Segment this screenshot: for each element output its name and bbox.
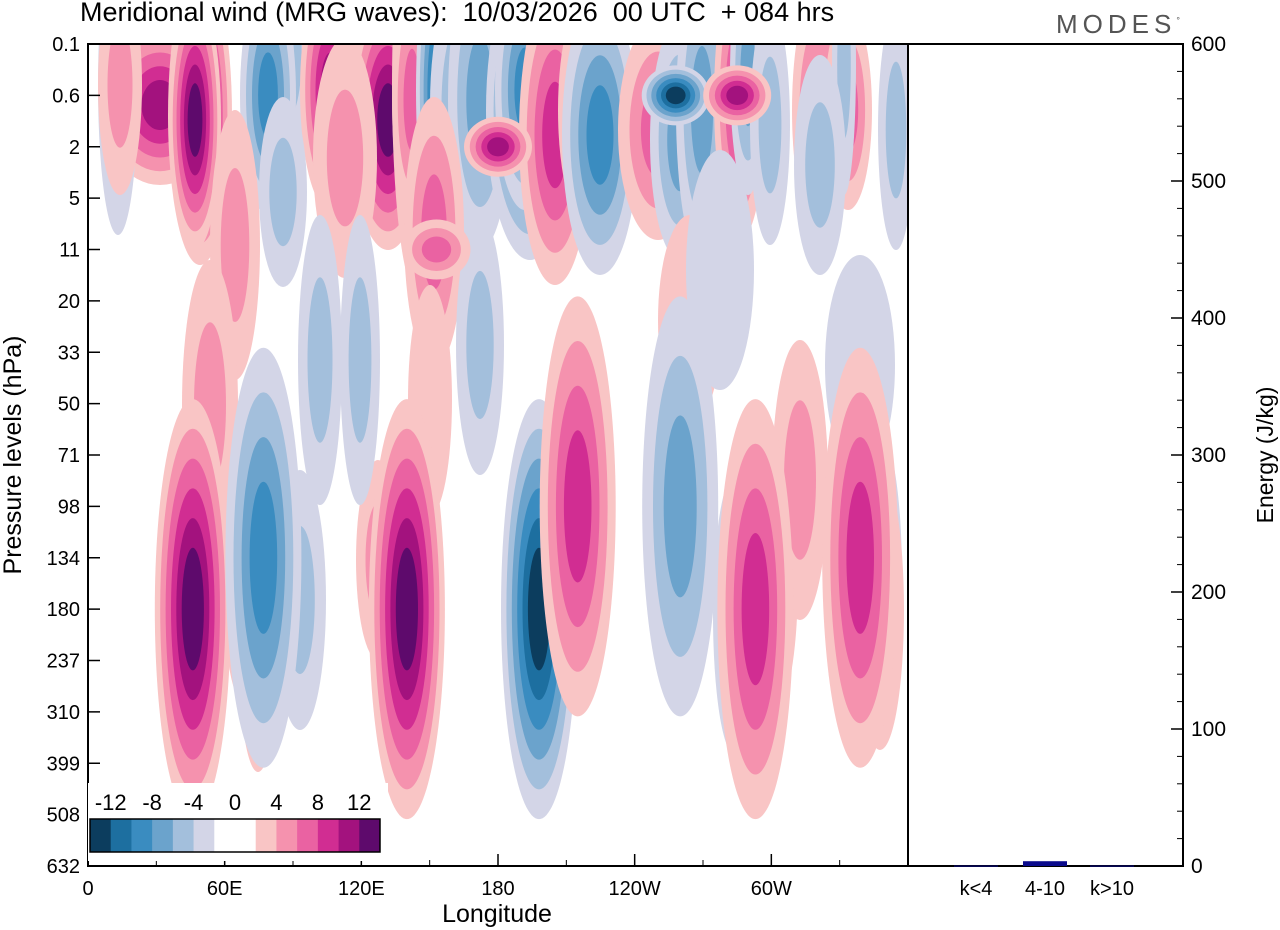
y-tick-label: 2 [69, 137, 80, 159]
wind-extremum [741, 533, 770, 686]
colorbar-swatch [338, 819, 360, 852]
y-tick-label: 33 [58, 342, 80, 364]
colorbar-label: -8 [142, 790, 162, 815]
wind-extremum [487, 137, 509, 157]
contour-band [686, 150, 754, 390]
energy-bars: k<4 4-10 k>10 [954, 861, 1134, 900]
colorbar-legend: -12 -8 -4 0 4 8 12 [88, 783, 388, 861]
wind-extremum [395, 547, 418, 671]
colorbar-label: 8 [312, 790, 324, 815]
wind-extremum [726, 85, 749, 105]
x-tick-label: 60W [751, 878, 792, 900]
colorbar-swatch [152, 819, 174, 852]
y-tick-label: 310 [47, 702, 80, 724]
colorbar-label: 4 [270, 790, 282, 815]
colorbar-swatch [193, 819, 215, 852]
contour-band [220, 168, 250, 322]
colorbar-label: -12 [95, 790, 127, 815]
wind-extremum [663, 415, 697, 598]
y-tick-label: 134 [47, 548, 80, 570]
y-tick-label: 632 [47, 856, 80, 878]
energy-tick-label: 400 [1191, 307, 1226, 330]
y-tick-label: 50 [58, 394, 80, 416]
wind-extremum [665, 86, 686, 105]
y-tick-label: 11 [59, 240, 80, 262]
x-axis-label: Longitude [442, 900, 552, 928]
y-tick-label: 180 [47, 599, 80, 621]
energy-axis-label: Energy (J/kg) [1252, 387, 1278, 524]
energy-tick-label: 200 [1191, 581, 1226, 604]
y-tick-label: 20 [58, 291, 80, 313]
wind-extremum [249, 481, 278, 634]
colorbar-swatch [359, 819, 381, 852]
energy-tick-label: 600 [1191, 33, 1226, 56]
contour-band [326, 89, 364, 227]
colorbar-label: 0 [229, 790, 241, 815]
x-tick-label: 120E [338, 878, 385, 900]
pressure-axis: 0.1 0.6 2 5 11 20 33 50 71 98 134 180 237 310 399 508 63… [47, 34, 100, 878]
y-axis-label: Pressure levels (hPa) [0, 336, 27, 575]
heatmap-contours [98, 44, 908, 820]
energy-panel-frame [907, 43, 1184, 867]
energy-category-label: 4-10 [1025, 878, 1065, 900]
x-tick-label: 180 [481, 878, 514, 900]
wind-extremum [563, 430, 592, 583]
colorbar-swatch [255, 819, 277, 852]
colorbar-label: -4 [184, 790, 204, 815]
contour-band [885, 61, 907, 199]
contour-band [466, 270, 494, 420]
colorbar-frame [89, 818, 381, 853]
contour-band [187, 83, 203, 157]
colorbar-swatch [90, 819, 112, 852]
energy-category-label: k<4 [960, 878, 993, 900]
contour-band [348, 277, 372, 443]
colorbar-swatch [235, 819, 257, 852]
energy-axis: 0 100 200 300 400 500 600 [1171, 33, 1226, 878]
x-tick-label: 120W [609, 878, 661, 900]
chart-title: Meridional wind (MRG waves): 10/03/2026 … [80, 0, 835, 27]
y-tick-label: 508 [47, 805, 80, 827]
wind-extremum [846, 481, 874, 634]
contour-band [269, 137, 297, 247]
energy-tick-label: 0 [1191, 855, 1203, 878]
contour-band [805, 102, 835, 228]
colorbar-swatch [317, 819, 339, 852]
contour-band [107, 44, 133, 148]
colorbar-swatch [214, 819, 236, 852]
energy-tick-label: 100 [1191, 718, 1226, 741]
longitude-axis: 0 60E 120E 180 120W 60W [82, 854, 841, 900]
y-tick-label: 0.6 [52, 85, 80, 107]
contour-band [307, 277, 333, 443]
energy-tick-label: 500 [1191, 170, 1226, 193]
colorbar-swatch [276, 819, 298, 852]
x-tick-label: 0 [82, 878, 93, 900]
energy-tick-label: 300 [1191, 444, 1226, 467]
energy-category-label: k>10 [1090, 878, 1134, 900]
brand-logo: MODES° [1056, 9, 1180, 39]
x-tick-label: 60E [207, 878, 243, 900]
colorbar-swatch [172, 819, 194, 852]
colorbar-swatch [131, 819, 153, 852]
colorbar-swatch [110, 819, 132, 852]
colorbar-swatch [297, 819, 319, 852]
y-tick-label: 98 [58, 496, 80, 518]
y-tick-label: 399 [47, 753, 80, 775]
contour-band [784, 400, 816, 560]
energy-bar [954, 865, 998, 867]
y-tick-label: 237 [47, 651, 80, 673]
y-tick-label: 0.1 [52, 34, 80, 56]
wind-extremum [421, 236, 452, 263]
energy-bar [1090, 865, 1134, 867]
y-tick-label: 71 [58, 445, 80, 467]
colorbar-label: 12 [347, 790, 371, 815]
wind-extremum [181, 547, 204, 671]
y-tick-label: 5 [69, 188, 80, 210]
energy-bar [1023, 861, 1067, 866]
contour-band [586, 85, 614, 185]
